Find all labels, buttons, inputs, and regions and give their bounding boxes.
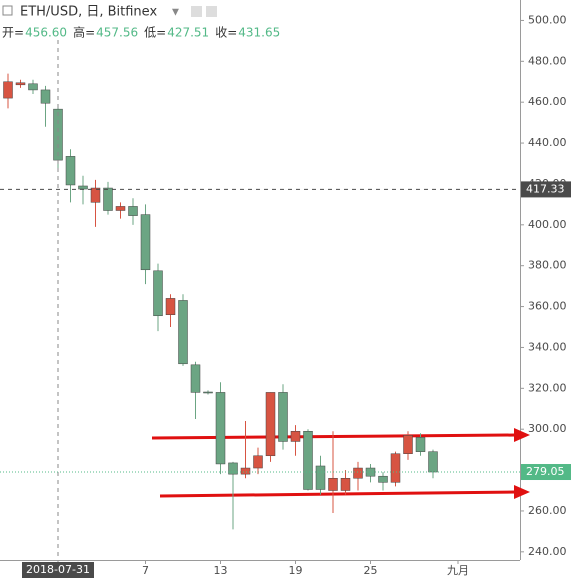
y-tick-label: 460.00 xyxy=(528,95,567,108)
candle-body xyxy=(140,214,151,271)
legend-label: 低= xyxy=(144,26,166,40)
y-tick-label: 380.00 xyxy=(528,259,567,272)
candle-body xyxy=(428,451,438,473)
trend-arrow xyxy=(159,490,517,498)
x-tick-label: 19 xyxy=(289,564,303,577)
y-tick-label: 260.00 xyxy=(528,504,567,517)
candle-body xyxy=(153,270,163,317)
legend-value: 431.65 xyxy=(238,26,280,40)
candle-body xyxy=(315,465,326,490)
x-tick-label: 7 xyxy=(142,564,149,577)
candle-body xyxy=(415,437,426,452)
candle-body xyxy=(203,391,213,394)
arrow-head xyxy=(514,428,530,442)
candle-body xyxy=(390,453,401,483)
candle-body xyxy=(340,477,351,491)
candle-body xyxy=(403,435,413,454)
y-tick-label: 340.00 xyxy=(528,340,567,353)
symbol-title: ETH/USD, 日, Bitfinex xyxy=(20,5,157,20)
candle-body xyxy=(128,206,138,216)
y-tick-label: 360.00 xyxy=(528,300,567,313)
price-marker-label: 279.05 xyxy=(526,465,565,478)
x-tick-label: 13 xyxy=(214,564,228,577)
candle-body xyxy=(90,187,101,203)
candle-body xyxy=(28,83,38,91)
y-tick-label: 240.00 xyxy=(528,545,567,558)
legend-value: 457.56 xyxy=(96,26,138,40)
legend-value: 456.60 xyxy=(25,26,67,40)
candle-body xyxy=(228,462,238,475)
ohlc-legend: 开= 456.60 高= 457.56 低= 427.51 收= 431.65 xyxy=(2,25,280,40)
y-tick-label: 480.00 xyxy=(528,54,567,67)
candle-body xyxy=(365,467,376,477)
trend-arrow xyxy=(151,433,517,440)
arrow-head xyxy=(514,485,530,499)
candle-body xyxy=(215,392,226,465)
legend-label: 收= xyxy=(215,26,237,40)
y-tick-label: 440.00 xyxy=(528,136,567,149)
price-marker-bg xyxy=(521,464,571,481)
candle-body xyxy=(103,187,113,211)
candle-body xyxy=(3,81,13,99)
legend-value: 427.51 xyxy=(167,26,209,40)
candle-body xyxy=(190,364,201,393)
candle-body xyxy=(265,392,276,457)
candle-body xyxy=(378,475,388,483)
close-icon[interactable] xyxy=(206,6,217,17)
legend-label: 高= xyxy=(73,25,95,40)
candle-body xyxy=(115,206,126,211)
x-tick-label: 2018-07-31 xyxy=(26,563,90,576)
x-tick-label: 九月 xyxy=(447,564,469,577)
y-tick-label: 400.00 xyxy=(528,218,567,231)
price-marker-bg xyxy=(521,181,571,198)
candle-body xyxy=(40,89,51,104)
candle-body xyxy=(15,82,26,86)
x-crosshair-bg xyxy=(22,562,94,578)
menu-caret[interactable]: ▼ xyxy=(172,8,179,18)
candle-body xyxy=(303,430,313,490)
candle-body xyxy=(290,430,301,442)
collapse-icon[interactable] xyxy=(2,5,13,16)
y-tick-label: 500.00 xyxy=(528,13,567,26)
candle-body xyxy=(78,185,88,190)
candle-body xyxy=(65,156,76,186)
candle-body xyxy=(253,455,263,469)
price-marker-label: 417.33 xyxy=(526,182,565,195)
legend-label: 开= xyxy=(2,26,24,40)
candle-body xyxy=(240,467,251,475)
candle-body xyxy=(278,392,288,442)
x-tick-label: 25 xyxy=(364,564,378,577)
candle-body xyxy=(165,298,176,315)
candle-body xyxy=(353,467,363,479)
candle-body xyxy=(328,477,338,491)
settings-icon[interactable] xyxy=(191,6,202,17)
y-tick-label: 320.00 xyxy=(528,381,567,394)
y-tick-label: 300.00 xyxy=(528,422,567,435)
candle-body xyxy=(178,300,188,365)
